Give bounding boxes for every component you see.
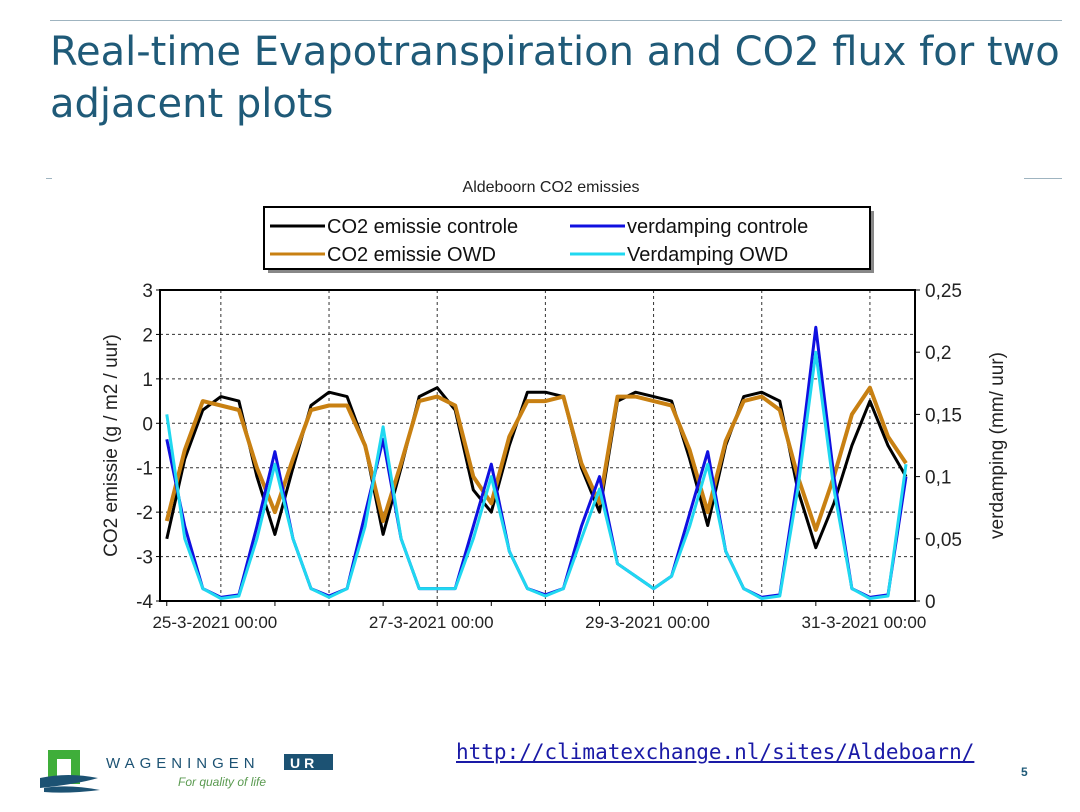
source-link[interactable]: http://climatexchange.nl/sites/Aldeboarn…	[456, 740, 975, 764]
y-tick-label: 0	[142, 414, 153, 435]
slide-title: Real-time Evapotranspiration and CO2 flu…	[50, 29, 1060, 127]
y-tick-label: -2	[136, 503, 153, 524]
y2-tick-label: 0,1	[925, 468, 951, 489]
page-number: 5	[1021, 765, 1028, 779]
x-tick-label: 31-3-2021 00:00	[802, 613, 927, 632]
y2-tick-label: 0,25	[925, 281, 962, 302]
y-tick-label: 3	[142, 281, 153, 302]
legend-label: Verdamping OWD	[627, 244, 788, 266]
y2-tick-label: 0,15	[925, 405, 962, 426]
y-tick-label: -4	[136, 592, 153, 613]
y-tick-label: 2	[142, 325, 153, 346]
top-divider	[50, 20, 1062, 21]
plot-frame	[159, 289, 916, 602]
y2-axis-label: verdamping (mm/ uur)	[987, 352, 1008, 539]
svg-text:For quality of life: For quality of life	[178, 775, 266, 789]
y-tick-label: -3	[136, 548, 153, 569]
legend-label: CO2 emissie OWD	[327, 244, 496, 266]
y-tick-label: -1	[136, 459, 153, 480]
y-tick-label: 1	[142, 370, 153, 391]
x-tick-label: 25-3-2021 00:00	[152, 613, 277, 632]
svg-text:WAGENINGEN: WAGENINGEN	[106, 755, 260, 772]
y2-tick-label: 0,2	[925, 343, 951, 364]
y2-tick-label: 0,05	[925, 530, 962, 551]
series-line-1	[164, 385, 908, 532]
x-tick-label: 29-3-2021 00:00	[585, 613, 710, 632]
legend-label: verdamping controle	[627, 216, 808, 238]
wageningen-logo: WAGENINGEN UR For quality of life	[38, 748, 338, 803]
y-axis-label: CO2 emissie (g / m2 / uur)	[101, 334, 122, 557]
svg-text:UR: UR	[290, 755, 318, 771]
chart-title: Aldeboorn CO2 emissies	[463, 179, 640, 196]
legend-label: CO2 emissie controle	[327, 216, 518, 238]
series-line-3	[165, 350, 908, 600]
legend	[263, 206, 871, 270]
y2-tick-label: 0	[925, 592, 936, 613]
x-tick-label: 27-3-2021 00:00	[369, 613, 494, 632]
divider-right	[1024, 178, 1062, 179]
divider-left	[46, 178, 52, 179]
chart: Aldeboorn CO2 emissies 3 2 1 0 -1 -2 -3 -4 0,25 0,…	[101, 179, 1008, 632]
